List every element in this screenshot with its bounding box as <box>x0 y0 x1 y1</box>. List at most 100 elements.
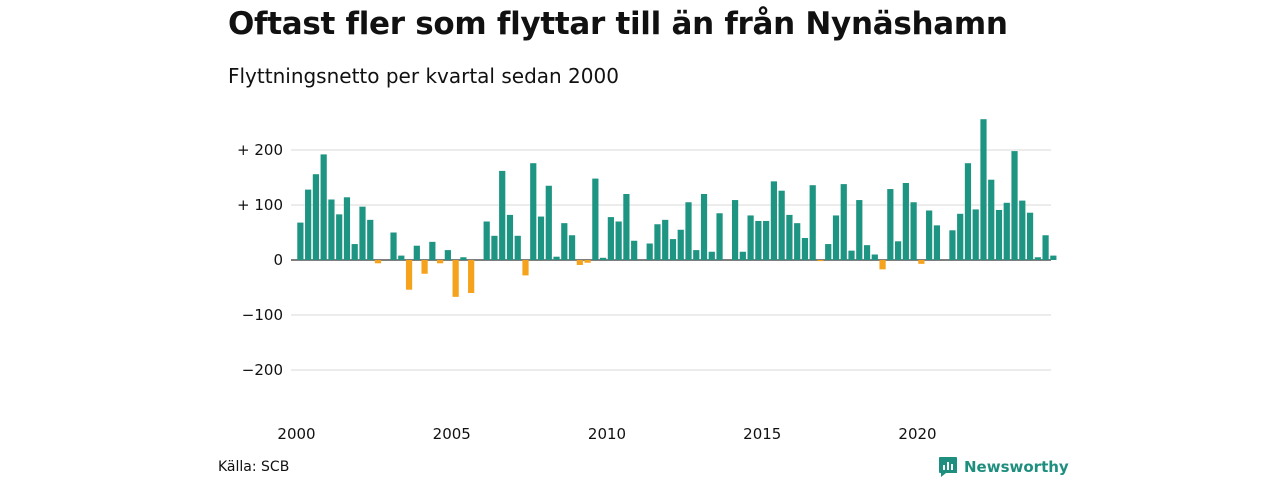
bar <box>530 163 537 260</box>
bar <box>514 235 521 260</box>
bar <box>995 209 1003 260</box>
bar <box>390 232 397 260</box>
source-note: Källa: SCB <box>218 459 290 475</box>
newsworthy-logo-icon <box>939 457 957 477</box>
bar <box>623 194 630 260</box>
bar <box>600 257 607 260</box>
bar <box>957 213 964 260</box>
bar <box>545 185 552 260</box>
brand-logo: Newsworthy <box>938 456 1069 478</box>
bar <box>669 239 677 260</box>
y-tick-label: −100 <box>242 306 283 324</box>
bar <box>631 240 638 260</box>
bar <box>522 260 529 276</box>
bar <box>693 250 700 260</box>
y-axis-labels: + 200 + 100 0 −100 −200 <box>237 141 283 379</box>
bar <box>770 181 777 260</box>
bar <box>786 214 793 260</box>
bar <box>801 238 809 260</box>
bar <box>755 220 762 260</box>
bar <box>297 222 304 260</box>
bar <box>825 244 832 260</box>
bar <box>879 260 886 270</box>
bar <box>367 219 374 260</box>
bar <box>374 260 382 264</box>
bar <box>848 250 855 260</box>
bar <box>840 184 847 260</box>
bar <box>646 243 653 260</box>
bar <box>537 216 545 260</box>
bar <box>685 202 692 260</box>
x-axis-labels: 2000 2005 2010 2015 2020 <box>277 425 936 443</box>
bar <box>731 200 739 260</box>
bar <box>398 255 405 260</box>
bar <box>794 223 801 260</box>
bar <box>561 223 568 260</box>
bar <box>491 235 498 260</box>
chart-subtitle: Flyttningsnetto per kvartal sedan 2000 <box>228 64 619 88</box>
x-tick-label: 2015 <box>743 425 781 443</box>
bar <box>1003 202 1010 260</box>
bar <box>506 214 514 260</box>
bar <box>312 174 320 260</box>
bar <box>926 210 933 260</box>
bar <box>359 206 366 260</box>
bar <box>452 260 459 297</box>
bar <box>763 220 770 260</box>
bar <box>576 260 583 265</box>
bar <box>584 260 591 263</box>
bar <box>910 202 917 260</box>
bar <box>460 257 467 260</box>
bar <box>739 251 746 260</box>
bar <box>592 178 599 260</box>
bar <box>933 225 941 260</box>
bar <box>444 250 451 260</box>
bar <box>894 241 902 260</box>
bar <box>902 183 909 260</box>
bar <box>964 163 972 260</box>
bar <box>1042 235 1049 260</box>
bar <box>336 214 343 260</box>
bar <box>677 229 684 260</box>
bar <box>320 154 327 260</box>
bar <box>305 189 312 260</box>
y-tick-label: + 100 <box>237 196 283 214</box>
bar <box>553 256 560 260</box>
bar <box>708 251 715 260</box>
bar <box>1026 212 1034 260</box>
bar <box>871 254 878 260</box>
bar <box>1050 255 1057 260</box>
bar <box>716 213 723 260</box>
bar <box>615 221 622 260</box>
bars <box>297 119 1057 297</box>
x-tick-label: 2000 <box>277 425 315 443</box>
bar <box>980 119 987 260</box>
bar <box>437 260 444 264</box>
bar <box>863 245 871 260</box>
bar <box>809 185 816 260</box>
bar <box>1019 200 1026 260</box>
bar <box>778 190 785 260</box>
x-tick-label: 2020 <box>898 425 936 443</box>
bar <box>654 224 661 260</box>
bar <box>662 219 669 260</box>
bar <box>421 260 428 274</box>
bar <box>413 245 420 260</box>
bar <box>607 217 614 260</box>
bar <box>949 230 956 260</box>
x-tick-label: 2005 <box>433 425 471 443</box>
bar <box>429 241 436 260</box>
bar <box>832 215 840 260</box>
y-tick-label: + 200 <box>237 141 283 159</box>
bar <box>483 221 490 260</box>
bar <box>887 189 894 260</box>
bar <box>1011 151 1018 260</box>
bar <box>343 197 351 260</box>
x-tick-label: 2010 <box>588 425 626 443</box>
bar <box>1034 257 1041 260</box>
chart-title: Oftast fler som flyttar till än från Nyn… <box>228 6 1008 42</box>
bar <box>499 170 506 260</box>
y-tick-label: −200 <box>242 361 283 379</box>
bar <box>747 215 754 260</box>
